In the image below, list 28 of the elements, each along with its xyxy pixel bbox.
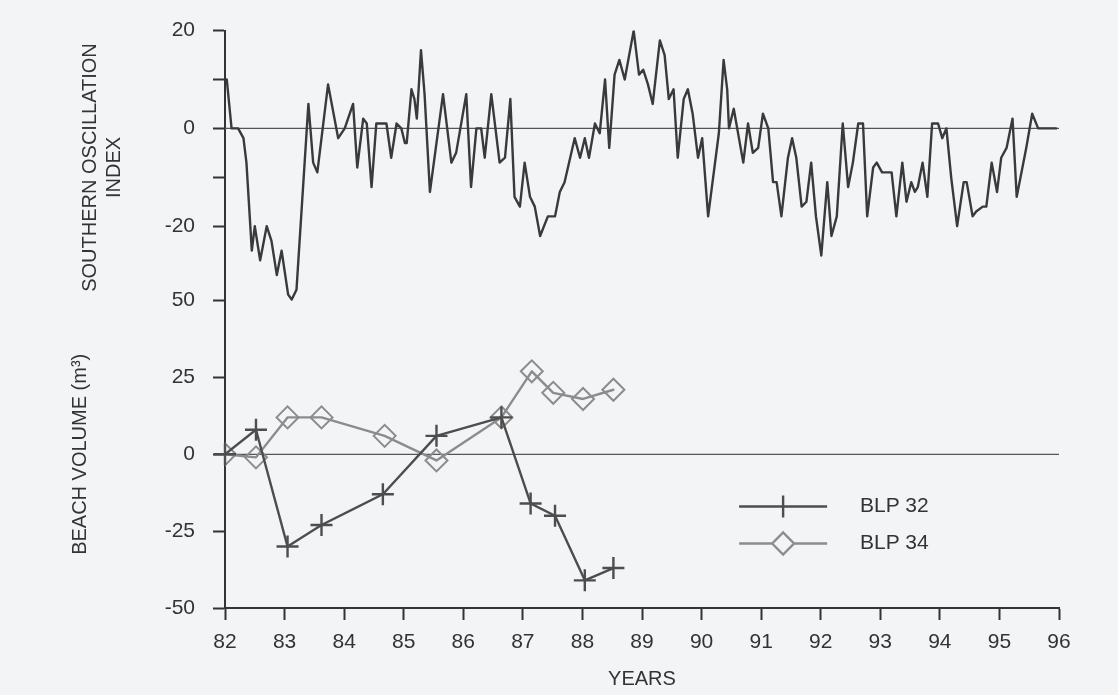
x-tick-label: 87: [511, 629, 535, 653]
x-tick-label: 83: [272, 629, 297, 653]
y-tick-label: 50: [171, 287, 195, 311]
y-axis-title: BEACH VOLUME (m³): [67, 353, 90, 555]
x-tick-label: 94: [928, 629, 952, 653]
y-axis-title: SOUTHERN OSCILLATION INDEX: [77, 43, 124, 292]
x-axis-title: YEARS: [608, 666, 676, 689]
y-tick-label: -25: [164, 517, 195, 541]
x-tick-label: 92: [809, 629, 833, 653]
legend-label: BLP 34: [860, 530, 929, 554]
x-tick-label: 86: [451, 629, 475, 653]
x-tick-label: 96: [1047, 629, 1071, 653]
y-tick-label: 20: [171, 17, 195, 41]
x-tick-label: 90: [689, 629, 714, 653]
x-tick-label: 91: [749, 629, 773, 653]
y-tick-label: -20: [164, 212, 195, 236]
x-tick-label: 85: [392, 629, 416, 653]
y-tick-label: 0: [183, 115, 195, 139]
legend-label: BLP 32: [860, 493, 929, 517]
y-tick-label: -50: [164, 594, 195, 618]
x-tick-label: 82: [213, 629, 237, 653]
x-tick-label: 84: [332, 629, 357, 653]
y-tick-label: 0: [183, 441, 195, 465]
x-tick-label: 88: [570, 629, 595, 653]
x-tick-label: 89: [630, 629, 654, 653]
y-tick-label: 25: [171, 364, 195, 388]
x-tick-label: 93: [868, 629, 892, 653]
x-tick-label: 95: [987, 629, 1012, 653]
